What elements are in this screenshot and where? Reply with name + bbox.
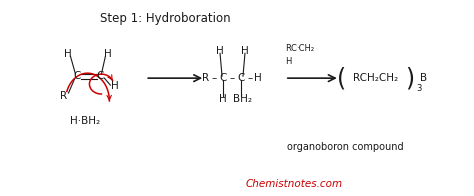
Text: BH₂: BH₂ bbox=[234, 94, 253, 104]
Text: –: – bbox=[247, 73, 253, 83]
Text: H: H bbox=[254, 73, 262, 83]
Text: C: C bbox=[219, 73, 227, 83]
Text: H: H bbox=[285, 57, 291, 66]
Text: H·BH₂: H·BH₂ bbox=[70, 116, 100, 126]
Text: (: ( bbox=[337, 66, 346, 90]
Text: organoboron compound: organoboron compound bbox=[287, 142, 404, 152]
Text: R: R bbox=[60, 91, 67, 101]
Text: –: – bbox=[229, 73, 235, 83]
Text: C: C bbox=[291, 44, 297, 53]
Text: H: H bbox=[111, 81, 119, 91]
Text: –: – bbox=[211, 73, 217, 83]
Text: B: B bbox=[420, 73, 427, 83]
Text: R: R bbox=[285, 44, 291, 53]
Text: H: H bbox=[219, 94, 227, 104]
Text: Chemistnotes.com: Chemistnotes.com bbox=[245, 179, 342, 189]
Text: Step 1: Hydroboration: Step 1: Hydroboration bbox=[100, 12, 231, 25]
Text: C: C bbox=[237, 73, 245, 83]
Text: H: H bbox=[103, 49, 111, 59]
Text: ·CH₂: ·CH₂ bbox=[296, 44, 314, 53]
Text: C: C bbox=[74, 71, 81, 81]
Text: H: H bbox=[216, 46, 224, 56]
Text: ): ) bbox=[405, 66, 414, 90]
Text: C: C bbox=[97, 71, 104, 81]
Text: RCH₂CH₂: RCH₂CH₂ bbox=[353, 73, 398, 83]
Text: H: H bbox=[64, 49, 72, 59]
Text: H: H bbox=[241, 46, 249, 56]
Text: 3: 3 bbox=[417, 83, 422, 93]
Text: R: R bbox=[201, 73, 209, 83]
